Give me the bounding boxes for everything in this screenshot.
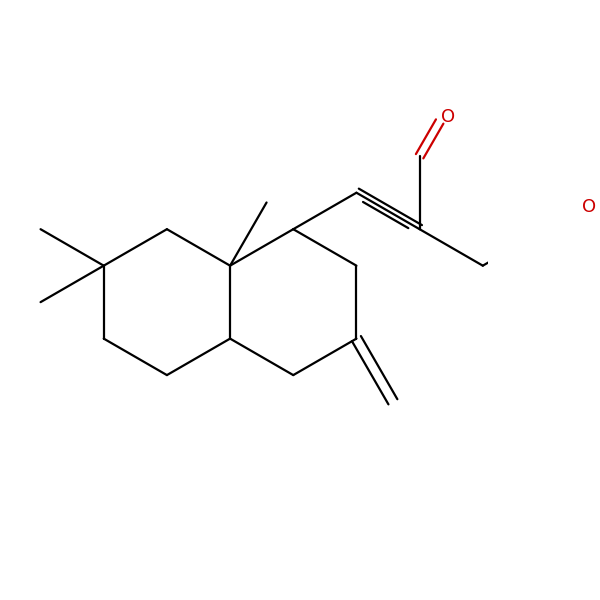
Text: O: O bbox=[582, 197, 596, 215]
Text: O: O bbox=[441, 108, 455, 126]
